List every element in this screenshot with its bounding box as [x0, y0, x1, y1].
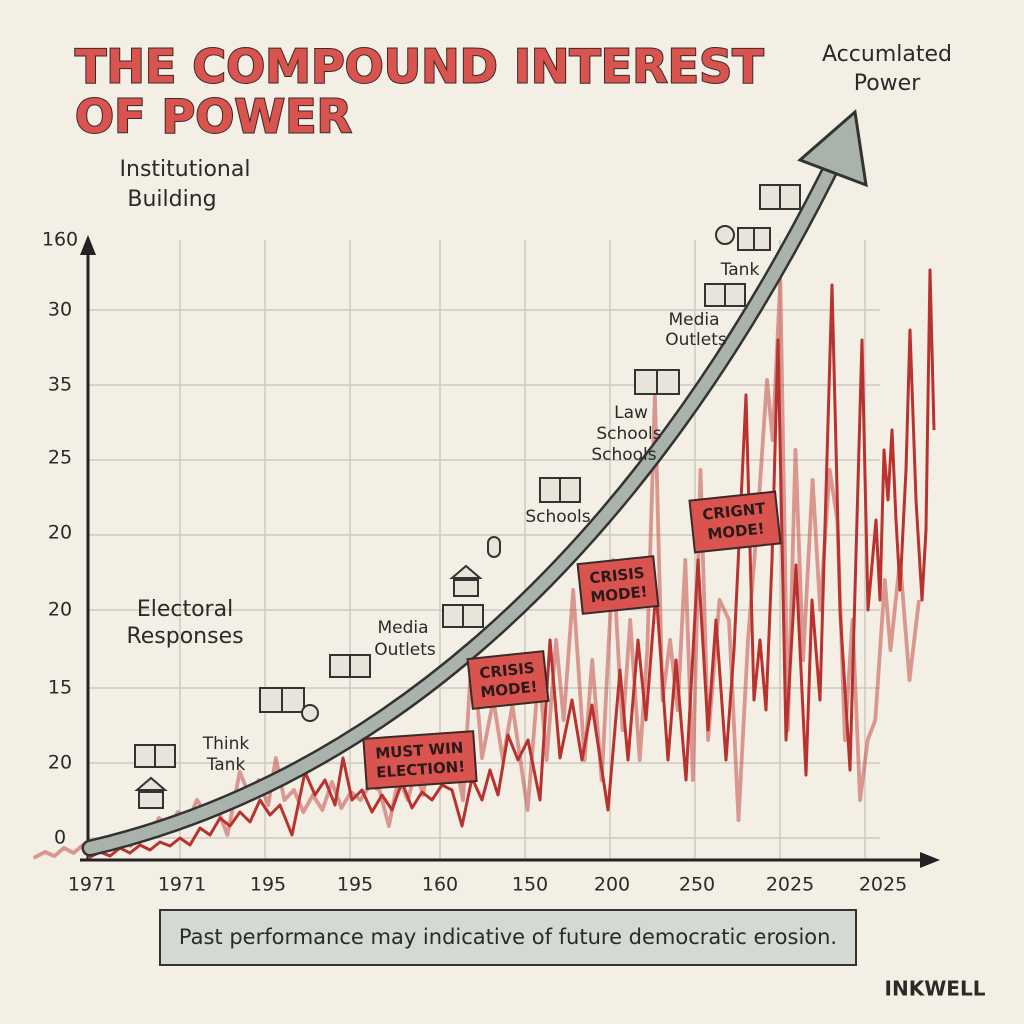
milestone-label: Tank	[206, 755, 246, 775]
mic-icon	[487, 536, 501, 558]
callout: MUST WIN ELECTION!	[362, 730, 478, 790]
footer-text: Past performance may indicative of futur…	[179, 925, 837, 949]
y-tick-label: 160	[42, 229, 78, 251]
y-tick-label: 20	[48, 752, 72, 774]
y-tick-label: 20	[48, 599, 72, 621]
callout-text: MODE!	[480, 678, 539, 702]
x-tick-label: 195	[250, 874, 286, 896]
milestone-label: Outlets	[665, 330, 727, 350]
x-tick-label: 1971	[158, 874, 206, 896]
callout-box	[688, 490, 782, 554]
milestone-label: Law	[614, 403, 648, 423]
y-tick-label: 30	[48, 299, 72, 321]
y-tick-label: 15	[48, 677, 72, 699]
institutional-label: Building	[127, 187, 216, 212]
callout-text: CRISIS	[479, 659, 536, 683]
building-icon	[134, 776, 168, 809]
electoral-label: Electoral	[137, 597, 233, 622]
book-icon	[134, 744, 176, 768]
electoral-line	[87, 268, 936, 860]
arrowhead	[80, 235, 96, 255]
y-tick-label: 20	[48, 522, 72, 544]
book-icon	[259, 687, 305, 713]
milestone-label: Outlets	[374, 640, 436, 660]
curve-label: Accumlated	[822, 42, 952, 67]
icons	[134, 184, 801, 809]
power-curve	[84, 144, 846, 854]
callout-text: MODE!	[590, 583, 649, 607]
book-icon	[329, 654, 371, 678]
x-tick-label: 2025	[859, 874, 907, 896]
x-tick-label: 200	[594, 874, 630, 896]
callout-box	[576, 555, 660, 615]
institutional-label: Institutional	[120, 157, 251, 182]
callout-box	[362, 730, 478, 790]
mic-icon	[715, 225, 735, 245]
x-tick-label: 250	[679, 874, 715, 896]
footer-box	[159, 909, 857, 966]
milestone-label: Think	[202, 734, 250, 754]
milestone-label: Media	[377, 618, 428, 638]
mic-icon	[301, 704, 319, 722]
book-icon	[442, 604, 484, 628]
curve-arrowhead	[797, 109, 868, 188]
x-tick-label: 160	[422, 874, 458, 896]
book-icon	[539, 477, 581, 503]
milestone-label: Schools	[591, 445, 656, 465]
callout: CRISIS MODE!	[576, 555, 660, 615]
y-tick-label: 25	[48, 447, 72, 469]
callout-box	[466, 650, 550, 710]
x-tick-label: 150	[512, 874, 548, 896]
callout-text: CRISIS	[589, 564, 646, 588]
arrowhead	[920, 852, 940, 868]
callout-text: MODE!	[707, 520, 766, 544]
building-icon	[449, 564, 483, 597]
y-tick-label: 35	[48, 374, 72, 396]
book-icon	[759, 184, 801, 210]
book-icon	[704, 283, 746, 307]
callout: CRISIS MODE!	[466, 650, 550, 710]
book-icon	[634, 369, 680, 395]
title-line: THE COMPOUND INTEREST	[75, 40, 764, 94]
electoral-label: Responses	[126, 624, 243, 649]
callout: CRIGNT MODE!	[688, 490, 782, 554]
milestone-label: Schools	[596, 424, 661, 444]
brand: INKWELL	[885, 977, 986, 1001]
x-tick-label: 195	[337, 874, 373, 896]
book-icon	[737, 227, 771, 251]
title-line: OF POWER	[75, 90, 352, 144]
x-tick-label: 2025	[766, 874, 814, 896]
x-tick-label: 1971	[68, 874, 116, 896]
milestone-label: Media	[668, 310, 719, 330]
curve-label: Power	[854, 71, 921, 96]
y-tick-label: 0	[54, 827, 66, 849]
milestone-label: Schools	[525, 507, 590, 527]
milestone-label: Tank	[720, 260, 760, 280]
